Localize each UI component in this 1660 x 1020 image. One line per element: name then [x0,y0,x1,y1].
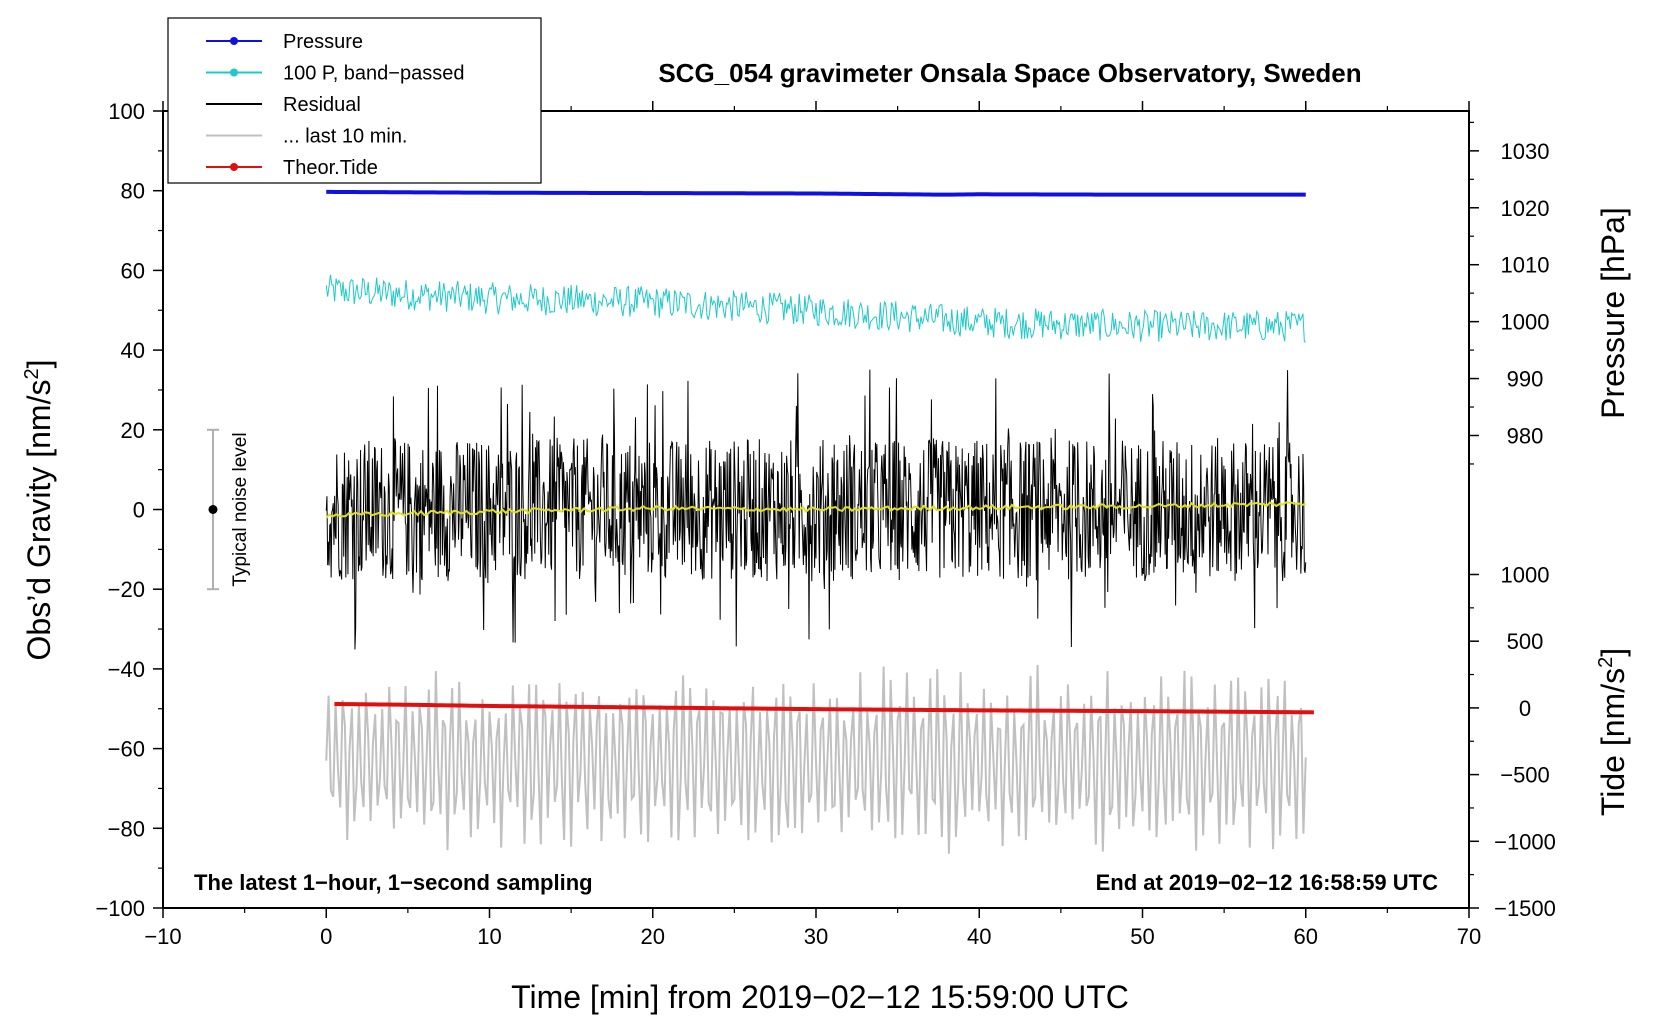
noise-center-dot [208,505,218,514]
series-theoretical-tide [334,701,1314,715]
series-residual [325,369,1307,650]
x-tick-label: 40 [967,924,991,949]
legend: Pressure 100 P, band−passed Residual ... la… [167,17,542,184]
y-tick-label: 20 [121,418,145,443]
series-layer [325,189,1314,854]
x-tick-label: −10 [144,924,181,949]
x-axis-label: Time [min] from 2019−02−12 15:59:00 UTC [511,979,1129,1015]
y-tick-label: 60 [121,258,145,283]
series-last-10-min [325,664,1307,854]
x-tick-label: 60 [1294,924,1318,949]
x-tick-label: 20 [641,924,665,949]
x-tick-label: 50 [1130,924,1154,949]
legend-label: Theor.Tide [283,157,378,179]
tide-tick-label: 1000 [1501,563,1550,588]
y-tick-label: −100 [95,896,145,921]
x-tick-label: 70 [1457,924,1481,949]
chart-title: SCG_054 gravimeter Onsala Space Observat… [658,58,1361,88]
series-pressure [326,189,1306,197]
y-tick-label: 40 [121,338,145,363]
tide-tick-label: −1000 [1494,829,1556,854]
tide-tick-label: −1500 [1494,896,1556,921]
legend-box [167,17,542,184]
tide-tick-label: 500 [1507,629,1544,654]
y-tick-label: −40 [108,657,145,682]
noise-indicator: Typical noise level [207,428,251,591]
x-tick-label: 30 [804,924,828,949]
tide-tick-label: 0 [1519,696,1531,721]
tick-layer: −10 0 10 20 30 40 50 60 70100806040200−20−40−60−… [95,99,1555,949]
legend-label: ... last 10 min. [283,126,408,148]
annotation-end-time: End at 2019−02−12 16:58:59 UTC [1096,870,1439,895]
y-axis-label-pressure: Pressure [hPa] [1595,207,1631,419]
y-tick-label: −60 [108,737,145,762]
legend-label: 100 P, band−passed [283,63,464,85]
pressure-tick-label: 1030 [1501,139,1550,164]
y-tick-label: 0 [133,498,145,523]
pressure-tick-label: 1020 [1501,196,1550,221]
pressure-tick-label: 980 [1507,423,1544,448]
tide-tick-label: −500 [1500,763,1550,788]
y-axis-label-left: Obs’d Gravity [nm/s2] [21,360,57,661]
annotation-sampling: The latest 1−hour, 1−second sampling [194,870,593,895]
y-tick-label: −20 [108,577,145,602]
y-tick-label: 100 [108,99,145,124]
x-tick-label: 0 [320,924,332,949]
pressure-tick-label: 1000 [1501,310,1550,335]
pressure-tick-label: 1010 [1501,253,1550,278]
legend-label: Pressure [283,31,363,53]
legend-marker [230,68,238,77]
y-tick-label: 80 [121,179,145,204]
legend-marker [230,163,238,171]
y-tick-label: −80 [108,816,145,841]
y-axis-label-tide: Tide [nm/s2] [1595,648,1631,816]
legend-label: Residual [283,94,361,116]
noise-label: Typical noise level [230,432,251,586]
series-pressure-bandpassed [325,274,1306,343]
legend-marker [230,37,238,45]
pressure-tick-label: 990 [1507,367,1544,392]
x-tick-label: 10 [477,924,501,949]
series-residual-smoothed [325,501,1307,519]
